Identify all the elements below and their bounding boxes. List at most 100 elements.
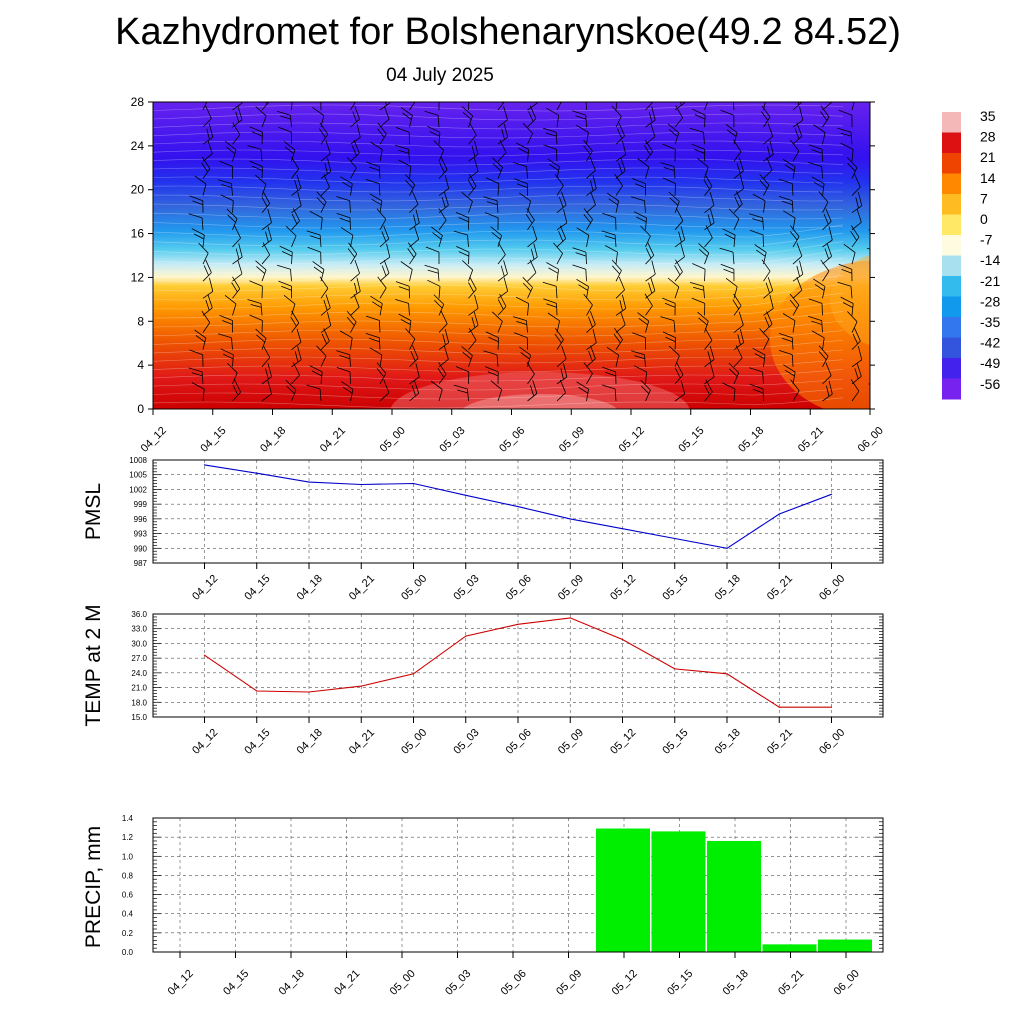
wind-barb-flag bbox=[606, 346, 619, 356]
wind-barb bbox=[837, 127, 853, 145]
wind-barb-flag bbox=[871, 389, 881, 393]
wind-barb bbox=[431, 226, 443, 248]
wind-barb-flag bbox=[811, 320, 823, 325]
wind-barb bbox=[276, 110, 292, 128]
wind-barb-flag bbox=[276, 264, 291, 270]
wind-barb-shaft bbox=[615, 270, 622, 282]
wind-barb bbox=[703, 173, 713, 196]
wind-barb-flag bbox=[842, 302, 853, 308]
wind-barb bbox=[728, 362, 740, 385]
wind-barb bbox=[645, 242, 655, 265]
wind-barb-flag bbox=[226, 208, 238, 219]
wind-barb-shaft bbox=[497, 235, 502, 248]
wind-barb-flag bbox=[323, 174, 330, 188]
wind-barb-shaft bbox=[822, 116, 830, 128]
wind-barb bbox=[843, 243, 856, 265]
wind-barb bbox=[320, 157, 332, 179]
wind-barb-shaft bbox=[585, 102, 587, 111]
wind-barb-shaft bbox=[763, 116, 771, 128]
wind-barb bbox=[614, 173, 623, 196]
wind-barb bbox=[369, 193, 383, 213]
wind-barb bbox=[689, 282, 705, 299]
wind-barb bbox=[674, 380, 686, 402]
wind-barb-flag bbox=[705, 379, 713, 393]
wind-barb-flag bbox=[346, 311, 357, 323]
wind-barb-flag bbox=[874, 364, 885, 373]
wind-barb-shaft bbox=[792, 390, 800, 402]
wind-barb-flag bbox=[876, 278, 886, 288]
wind-barb-flag bbox=[868, 229, 870, 231]
wind-barb-shaft bbox=[704, 340, 713, 350]
wind-barb-flag bbox=[469, 122, 477, 136]
wind-barb-shaft bbox=[290, 269, 292, 282]
wind-barb-flag bbox=[353, 140, 360, 154]
wind-barb-shaft bbox=[497, 136, 508, 145]
wind-barb-flag bbox=[693, 286, 704, 291]
wind-barb-shaft bbox=[556, 149, 558, 162]
wind-barb-flag bbox=[528, 111, 534, 122]
wind-barb-flag bbox=[462, 260, 473, 271]
wind-barb-shaft bbox=[527, 373, 535, 385]
wind-barb-flag bbox=[336, 196, 350, 202]
wind-barb-flag bbox=[877, 283, 885, 291]
wind-barb-flag bbox=[462, 351, 472, 360]
wind-barb bbox=[546, 107, 560, 128]
page-subtitle: 04 July 2025 bbox=[386, 65, 494, 86]
wind-barb-flag bbox=[578, 387, 589, 394]
wind-barb-shaft bbox=[291, 220, 300, 231]
wind-barb-flag bbox=[874, 210, 885, 219]
wind-barb-flag bbox=[867, 94, 881, 98]
wind-barb-flag bbox=[432, 232, 442, 240]
wind-barb-flag bbox=[813, 181, 824, 189]
wind-barb bbox=[874, 364, 885, 384]
series-point bbox=[256, 690, 258, 692]
wind-barb-flag bbox=[632, 178, 646, 184]
wind-barb-shaft bbox=[527, 239, 538, 248]
wind-barb-flag bbox=[868, 383, 870, 385]
colorbar-label: -56 bbox=[980, 376, 1000, 392]
wind-barb bbox=[217, 333, 233, 350]
wind-barb-flag bbox=[415, 363, 420, 378]
wind-barb bbox=[497, 277, 509, 299]
wind-barb-flag bbox=[648, 111, 653, 123]
wind-barb-flag bbox=[351, 145, 357, 157]
wind-barb-shaft bbox=[408, 149, 410, 162]
wind-barb bbox=[882, 312, 892, 333]
series-point bbox=[308, 481, 310, 483]
wind-barb-shaft bbox=[201, 371, 204, 384]
wind-barb-flag bbox=[224, 140, 237, 151]
wind-barb-shaft bbox=[556, 358, 567, 368]
wind-barb-flag bbox=[276, 110, 291, 116]
wind-barb bbox=[572, 110, 587, 128]
wind-barb-shaft bbox=[232, 218, 238, 230]
wind-barb-flag bbox=[559, 225, 567, 239]
x-tick-label: 04_21 bbox=[347, 573, 377, 603]
wind-barb-shaft bbox=[232, 303, 237, 316]
x-tick-label: 05_06 bbox=[497, 425, 527, 455]
wind-barb-shaft bbox=[232, 256, 243, 265]
wind-barb-shaft bbox=[791, 183, 794, 196]
series-point bbox=[830, 706, 833, 708]
wind-barb bbox=[752, 347, 766, 367]
wind-barb bbox=[309, 365, 323, 384]
wind-barb-flag bbox=[578, 284, 589, 291]
wind-barb-flag bbox=[188, 213, 203, 219]
wind-barb bbox=[586, 329, 597, 350]
wind-barb-shaft bbox=[822, 102, 832, 111]
wind-barb-flag bbox=[723, 268, 735, 274]
wind-barb-flag bbox=[285, 380, 297, 391]
series-point bbox=[412, 482, 415, 485]
wind-barb-flag bbox=[297, 192, 302, 206]
wind-barb bbox=[483, 350, 499, 367]
wind-barb-shaft bbox=[791, 337, 794, 350]
wind-barb-flag bbox=[503, 106, 508, 120]
wind-barb-flag bbox=[309, 365, 323, 373]
wind-barb-flag bbox=[543, 298, 557, 304]
wind-barb bbox=[583, 139, 593, 162]
wind-barb-flag bbox=[365, 333, 380, 339]
wind-barb-shaft bbox=[645, 217, 647, 230]
wind-barb-shaft bbox=[350, 235, 354, 248]
wind-barb-shaft bbox=[586, 188, 597, 196]
wind-barb bbox=[851, 174, 861, 196]
colorbar-label: -21 bbox=[980, 273, 1000, 289]
